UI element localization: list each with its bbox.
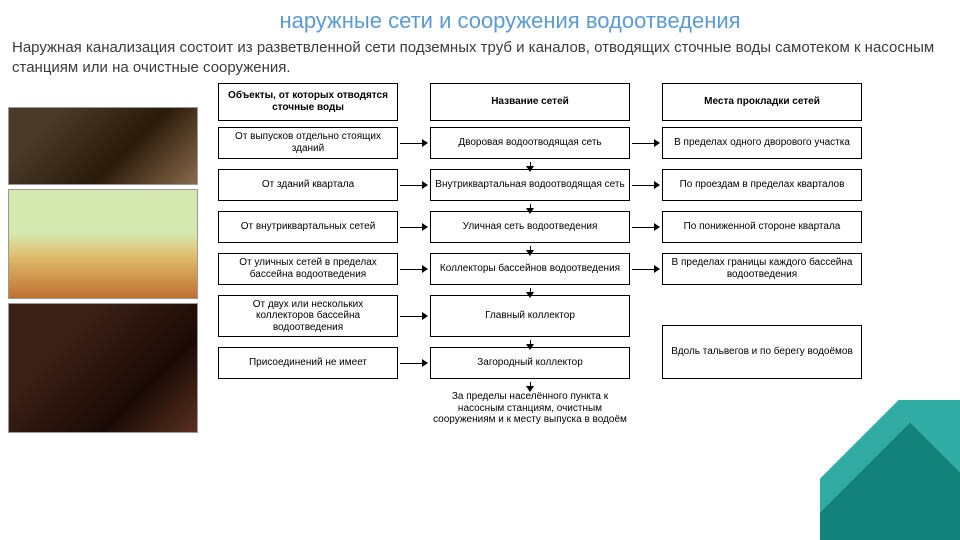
header-col1: Объекты, от которых отводятся сточные во… [218, 83, 398, 121]
arrow-right-icon [398, 211, 430, 243]
arrow-down-icon [430, 288, 630, 298]
brick-collector-photo [8, 303, 198, 433]
cell-c3: Вдоль тальвегов и по берегу водоёмов [662, 325, 862, 379]
arrow-right-icon [630, 169, 662, 201]
arrow-down-icon [430, 246, 630, 256]
arrow-right-icon [398, 347, 430, 379]
flow-row: Присоединений не имеет Загородный коллек… [218, 347, 952, 379]
cell-c2: Загородный коллектор [430, 347, 630, 379]
arrow-right-icon [398, 169, 430, 201]
arrow-right-icon [630, 127, 662, 159]
arrow-right-icon [630, 253, 662, 285]
cell-c2: Главный коллектор [430, 295, 630, 338]
corner-decoration [820, 400, 960, 540]
cell-c3: В пределах границы каждого бассейна водо… [662, 253, 862, 285]
footer-text: За пределы населённого пункта к насосным… [430, 389, 630, 428]
cell-c1: От выпусков отдельно стоящих зданий [218, 127, 398, 159]
arrow-right-icon [398, 253, 430, 285]
arrow-right-icon [630, 211, 662, 243]
arrow-right-icon [398, 127, 430, 159]
cell-c1: От двух или нескольких коллекторов бассе… [218, 295, 398, 338]
page-title: наружные сети и сооружения водоотведения [60, 0, 960, 38]
subtitle-text: Наружная канализация состоит из разветвл… [0, 38, 960, 83]
cell-c2: Коллекторы бассейнов водоотведения [430, 253, 630, 285]
flow-row: От выпусков отдельно стоящих зданий Двор… [218, 127, 952, 159]
cell-c3: По проездам в пределах кварталов [662, 169, 862, 201]
arrow-down-icon [430, 340, 630, 350]
arrow-right-icon [398, 295, 430, 338]
header-row: Объекты, от которых отводятся сточные во… [218, 83, 952, 121]
cell-c1: От уличных сетей в пределах бассейна вод… [218, 253, 398, 285]
flowchart: Объекты, от которых отводятся сточные во… [208, 83, 952, 434]
main-content: Объекты, от которых отводятся сточные во… [0, 83, 960, 434]
tunnel-photo [8, 107, 198, 185]
flow-row: От зданий квартала Внутриквартальная вод… [218, 169, 952, 201]
cell-c1: От внутриквартальных сетей [218, 211, 398, 243]
header-col2: Название сетей [430, 83, 630, 121]
arrow-down-icon [430, 204, 630, 214]
cell-c2: Внутриквартальная водоотводящая сеть [430, 169, 630, 201]
cell-c2: Уличная сеть водоотведения [430, 211, 630, 243]
cell-c2: Дворовая водоотводящая сеть [430, 127, 630, 159]
cell-c1: Присоединений не имеет [218, 347, 398, 379]
arrow-down-icon [430, 382, 630, 392]
cell-c1: От зданий квартала [218, 169, 398, 201]
image-column [8, 83, 208, 434]
scheme-illustration [8, 189, 198, 299]
arrow-down-icon [430, 162, 630, 172]
flow-row: От внутриквартальных сетей Уличная сеть … [218, 211, 952, 243]
flow-row: От уличных сетей в пределах бассейна вод… [218, 253, 952, 285]
cell-c3: В пределах одного дворового участка [662, 127, 862, 159]
header-col3: Места прокладки сетей [662, 83, 862, 121]
cell-c3: По пониженной стороне квартала [662, 211, 862, 243]
